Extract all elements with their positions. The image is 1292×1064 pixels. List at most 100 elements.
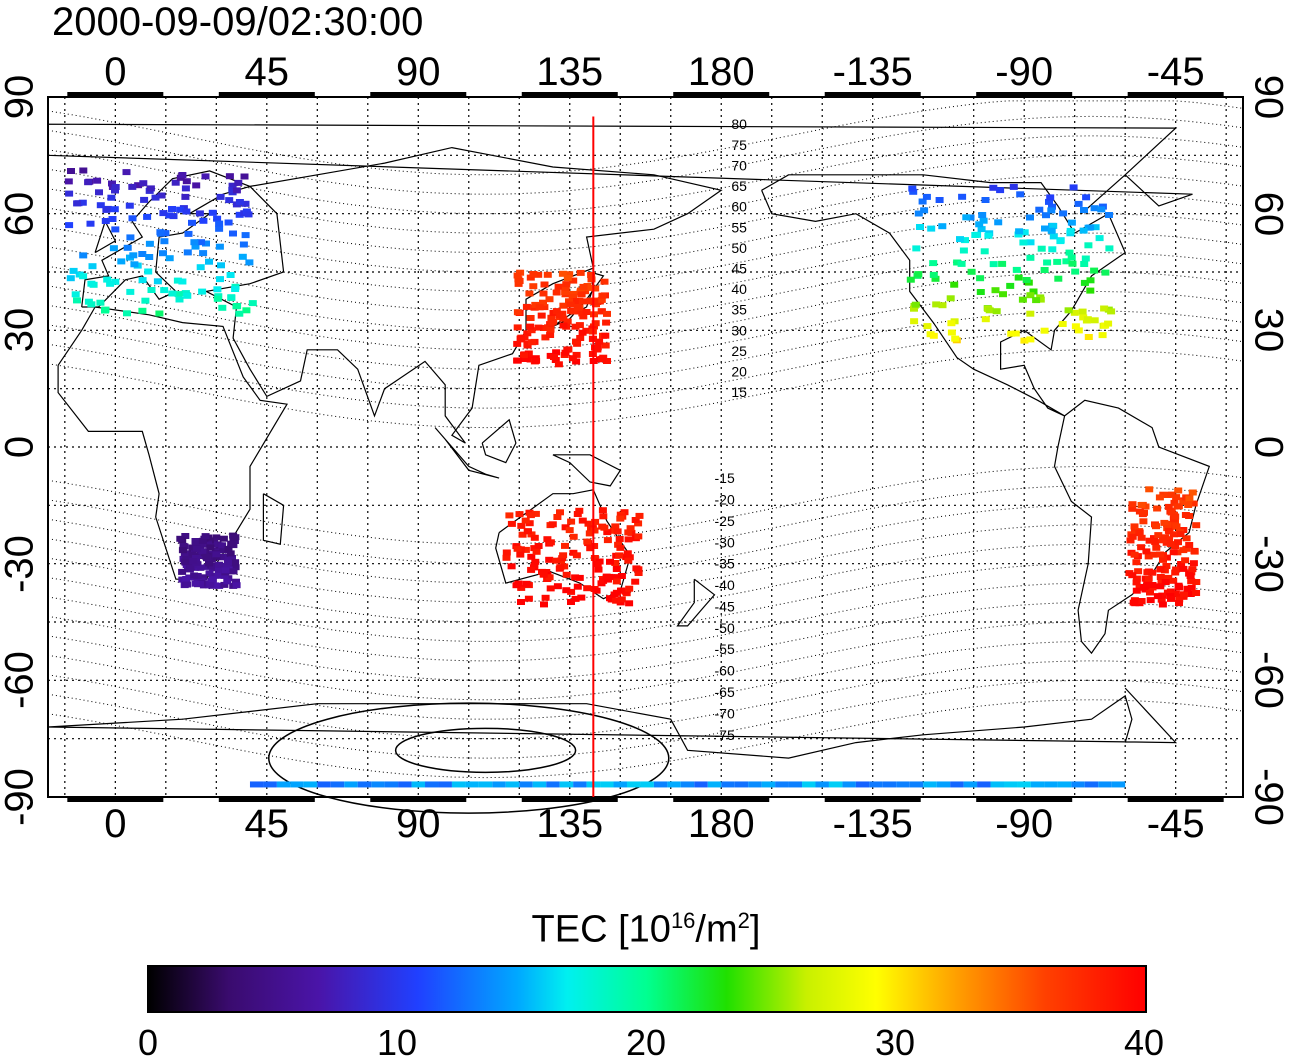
- tec-cell: [568, 294, 577, 301]
- tec-cell: [612, 566, 621, 572]
- tec-cell: [231, 564, 240, 571]
- tec-cell: [513, 340, 522, 347]
- tec-cell: [111, 184, 120, 190]
- tec-cell: [520, 352, 528, 359]
- tec-cell: [981, 316, 990, 323]
- tec-cell: [232, 582, 241, 589]
- frame-tick: [976, 92, 1073, 97]
- tec-cell: [595, 338, 604, 345]
- tec-cell: [143, 213, 152, 220]
- tec-cell: [196, 580, 204, 587]
- tec-cell: [71, 291, 80, 298]
- tec-cell: [196, 264, 205, 271]
- tec-cell: [1189, 560, 1198, 567]
- tec-cell: [1086, 287, 1095, 294]
- tec-cell: [223, 559, 232, 566]
- tec-cell: [192, 545, 201, 552]
- tec-cell: [571, 323, 580, 330]
- tec-cell: [520, 356, 529, 362]
- tec-cell: [1157, 577, 1166, 584]
- colorbar-tick-label: 20: [625, 1022, 667, 1063]
- left-latitude-tick-label: -90: [0, 768, 42, 826]
- tec-cell: [215, 561, 224, 568]
- tec-cell: [625, 554, 634, 561]
- tec-cell: [1026, 214, 1034, 221]
- tec-cell: [531, 558, 540, 565]
- tec-cell: [635, 512, 644, 519]
- tec-cell: [1071, 268, 1080, 275]
- tec-cell: [126, 234, 135, 241]
- tec-cell: [220, 581, 229, 588]
- tec-cell: [1069, 184, 1078, 191]
- tec-cell: [1132, 559, 1141, 566]
- tec-cell: [1139, 518, 1148, 525]
- tec-cell: [582, 309, 591, 315]
- tec-cell: [555, 312, 564, 319]
- tec-cell: [569, 290, 578, 297]
- tec-cell: [938, 302, 947, 309]
- tec-cell: [78, 199, 87, 206]
- tec-cell: [515, 278, 524, 284]
- tec-cell: [1079, 314, 1088, 321]
- top-longitude-tick: 45: [244, 50, 290, 94]
- tec-cell: [1164, 574, 1173, 581]
- tec-cell: [1171, 519, 1179, 526]
- tec-cell: [1181, 557, 1190, 564]
- tec-cell: [721, 781, 735, 788]
- tec-cell: [953, 259, 962, 266]
- tec-cell: [202, 240, 210, 247]
- tec-cell: [530, 534, 539, 541]
- tec-cell: [534, 271, 543, 278]
- tec-cell: [248, 300, 257, 307]
- tec-cell: [221, 567, 230, 574]
- tec-cell: [573, 583, 582, 590]
- tec-cell: [290, 781, 304, 788]
- tec-cell: [923, 323, 932, 330]
- tec-cell: [598, 507, 607, 514]
- tec-cell: [1026, 292, 1035, 299]
- tec-cell: [1053, 258, 1062, 265]
- tec-cell: [906, 276, 915, 283]
- top-longitude-tick: 0: [104, 50, 127, 94]
- tec-cell: [535, 304, 544, 311]
- tec-cell: [159, 210, 168, 217]
- tec-cell: [978, 212, 987, 218]
- coastline: [552, 454, 622, 487]
- tec-cell: [1155, 494, 1164, 501]
- tec-cell: [1152, 544, 1161, 551]
- tec-cell: [625, 585, 634, 592]
- tec-cell: [592, 587, 601, 594]
- tec-cell: [1182, 535, 1191, 542]
- tec-cell: [1167, 491, 1176, 498]
- left-latitude-tick: -90: [0, 737, 42, 857]
- tec-cell: [1145, 537, 1154, 544]
- tec-cell: [540, 281, 549, 288]
- tec-cell: [102, 206, 111, 213]
- tec-cell: [130, 261, 139, 268]
- coastline: [47, 123, 1193, 215]
- bottom-longitude-tick: -135: [832, 802, 913, 846]
- magnetic-latitude-label: 65: [731, 178, 747, 194]
- tec-cell: [103, 276, 112, 283]
- tec-cell: [1090, 205, 1099, 212]
- tec-cell: [540, 601, 548, 608]
- tec-cell: [1169, 577, 1178, 584]
- tec-cell: [1132, 579, 1141, 586]
- tec-cell: [168, 206, 176, 212]
- tec-cell: [126, 288, 135, 295]
- tec-cell: [1042, 212, 1050, 219]
- tec-cell: [1156, 583, 1165, 590]
- tec-cell: [513, 357, 522, 364]
- tec-cell: [67, 168, 75, 174]
- tec-cell: [994, 219, 1003, 226]
- coastline: [262, 493, 285, 545]
- tec-cell: [1174, 582, 1183, 589]
- tec-cell: [1074, 200, 1083, 207]
- tec-cell: [1174, 539, 1182, 546]
- tec-cell: [552, 349, 561, 356]
- tec-cell: [1044, 781, 1058, 788]
- tec-cell: [918, 198, 927, 205]
- tec-cell: [550, 354, 558, 360]
- tec-cell: [601, 342, 610, 349]
- tec-cell: [201, 173, 210, 180]
